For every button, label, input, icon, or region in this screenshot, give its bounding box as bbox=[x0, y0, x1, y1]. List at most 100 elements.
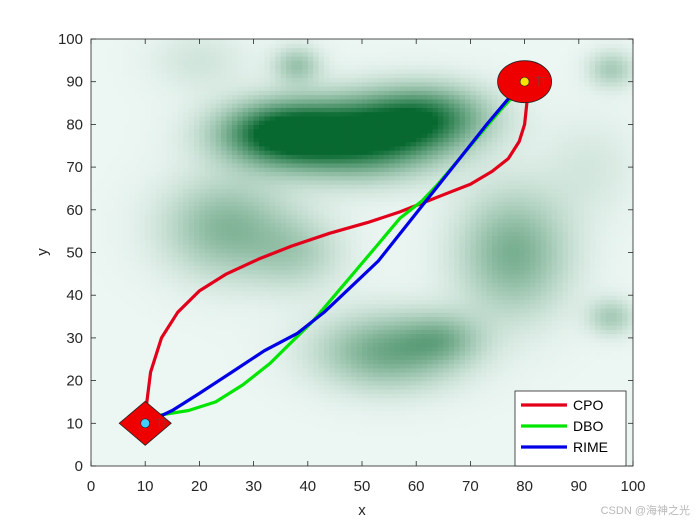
heatmap-cell bbox=[221, 141, 228, 147]
heatmap-cell bbox=[259, 235, 266, 241]
heatmap-cell bbox=[345, 325, 352, 330]
heatmap-cell bbox=[334, 175, 341, 181]
heatmap-cell bbox=[286, 308, 293, 313]
heatmap-cell bbox=[221, 188, 228, 194]
heatmap-cell bbox=[188, 252, 195, 258]
heatmap-cell bbox=[286, 278, 293, 283]
heatmap-cell bbox=[221, 81, 228, 87]
heatmap-cell bbox=[302, 98, 309, 104]
heatmap-cell bbox=[302, 461, 309, 466]
heatmap-cell bbox=[324, 333, 331, 339]
heatmap-cell bbox=[210, 150, 217, 155]
heatmap-cell bbox=[253, 81, 260, 87]
heatmap-cell bbox=[215, 150, 222, 155]
heatmap-cell bbox=[139, 124, 146, 130]
heatmap-cell bbox=[101, 184, 108, 190]
heatmap-cell bbox=[302, 205, 309, 211]
heatmap-cell bbox=[242, 98, 249, 104]
heatmap-cell bbox=[193, 81, 200, 87]
heatmap-cell bbox=[96, 346, 103, 352]
heatmap-cell bbox=[356, 188, 363, 194]
heatmap-cell bbox=[345, 312, 352, 318]
heatmap-cell bbox=[291, 184, 298, 190]
heatmap-cell bbox=[139, 461, 146, 466]
heatmap-cell bbox=[123, 248, 130, 254]
heatmap-cell bbox=[139, 372, 146, 377]
heatmap-cell bbox=[172, 448, 179, 454]
heatmap-cell bbox=[134, 196, 141, 202]
heatmap-cell bbox=[356, 376, 363, 382]
heatmap-cell bbox=[107, 342, 114, 348]
heatmap-cell bbox=[313, 115, 320, 121]
heatmap-cell bbox=[128, 120, 135, 125]
heatmap-cell bbox=[226, 56, 233, 61]
heatmap-cell bbox=[329, 120, 336, 125]
heatmap-cell bbox=[139, 103, 146, 108]
heatmap-cell bbox=[248, 431, 255, 437]
heatmap-cell bbox=[172, 158, 179, 164]
heatmap-cell bbox=[324, 337, 331, 343]
heatmap-cell bbox=[351, 120, 358, 125]
heatmap-cell bbox=[161, 406, 168, 412]
heatmap-cell bbox=[231, 73, 238, 79]
heatmap-cell bbox=[351, 320, 358, 326]
heatmap-cell bbox=[188, 457, 195, 463]
heatmap-cell bbox=[96, 256, 103, 262]
heatmap-cell bbox=[107, 115, 114, 121]
heatmap-cell bbox=[188, 354, 195, 360]
heatmap-cell bbox=[221, 363, 228, 369]
heatmap-cell bbox=[329, 273, 336, 279]
heatmap-cell bbox=[199, 239, 206, 245]
heatmap-cell bbox=[128, 239, 135, 245]
heatmap-cell bbox=[237, 51, 244, 57]
heatmap-cell bbox=[107, 137, 114, 143]
heatmap-cell bbox=[128, 248, 135, 254]
heatmap-cell bbox=[324, 68, 331, 74]
heatmap-cell bbox=[183, 179, 190, 185]
heatmap-cell bbox=[334, 90, 341, 96]
heatmap-cell bbox=[259, 77, 266, 83]
heatmap-cell bbox=[177, 295, 184, 301]
heatmap-cell bbox=[215, 167, 222, 172]
heatmap-cell bbox=[313, 81, 320, 87]
heatmap-cell bbox=[291, 461, 298, 466]
heatmap-cell bbox=[150, 457, 157, 463]
heatmap-cell bbox=[340, 162, 347, 168]
heatmap-cell bbox=[351, 354, 358, 360]
heatmap-cell bbox=[291, 85, 298, 91]
heatmap-cell bbox=[231, 273, 238, 279]
heatmap-cell bbox=[296, 363, 303, 369]
heatmap-cell bbox=[215, 401, 222, 407]
heatmap-cell bbox=[188, 337, 195, 343]
heatmap-cell bbox=[242, 256, 249, 262]
heatmap-cell bbox=[286, 453, 293, 459]
heatmap-cell bbox=[96, 419, 103, 424]
heatmap-cell bbox=[166, 111, 173, 117]
heatmap-cell bbox=[193, 154, 200, 160]
heatmap-cell bbox=[351, 397, 358, 403]
heatmap-cell bbox=[112, 243, 119, 249]
heatmap-cell bbox=[199, 175, 206, 181]
heatmap-cell bbox=[193, 346, 200, 352]
heatmap-cell bbox=[139, 60, 146, 66]
heatmap-cell bbox=[215, 419, 222, 424]
heatmap-cell bbox=[226, 329, 233, 335]
heatmap-cell bbox=[302, 243, 309, 249]
heatmap-cell bbox=[188, 282, 195, 288]
heatmap-cell bbox=[264, 141, 271, 147]
heatmap-cell bbox=[161, 214, 168, 219]
heatmap-cell bbox=[324, 226, 331, 232]
heatmap-cell bbox=[286, 419, 293, 424]
heatmap-cell bbox=[340, 397, 347, 403]
heatmap-cell bbox=[226, 73, 233, 79]
heatmap-cell bbox=[156, 329, 163, 335]
heatmap-cell bbox=[101, 406, 108, 412]
heatmap-cell bbox=[199, 308, 206, 313]
heatmap-cell bbox=[296, 290, 303, 296]
heatmap-cell bbox=[166, 56, 173, 61]
heatmap-cell bbox=[269, 393, 276, 399]
heatmap-cell bbox=[210, 51, 217, 57]
heatmap-cell bbox=[177, 77, 184, 83]
heatmap-cell bbox=[96, 132, 103, 138]
heatmap-cell bbox=[210, 372, 217, 377]
